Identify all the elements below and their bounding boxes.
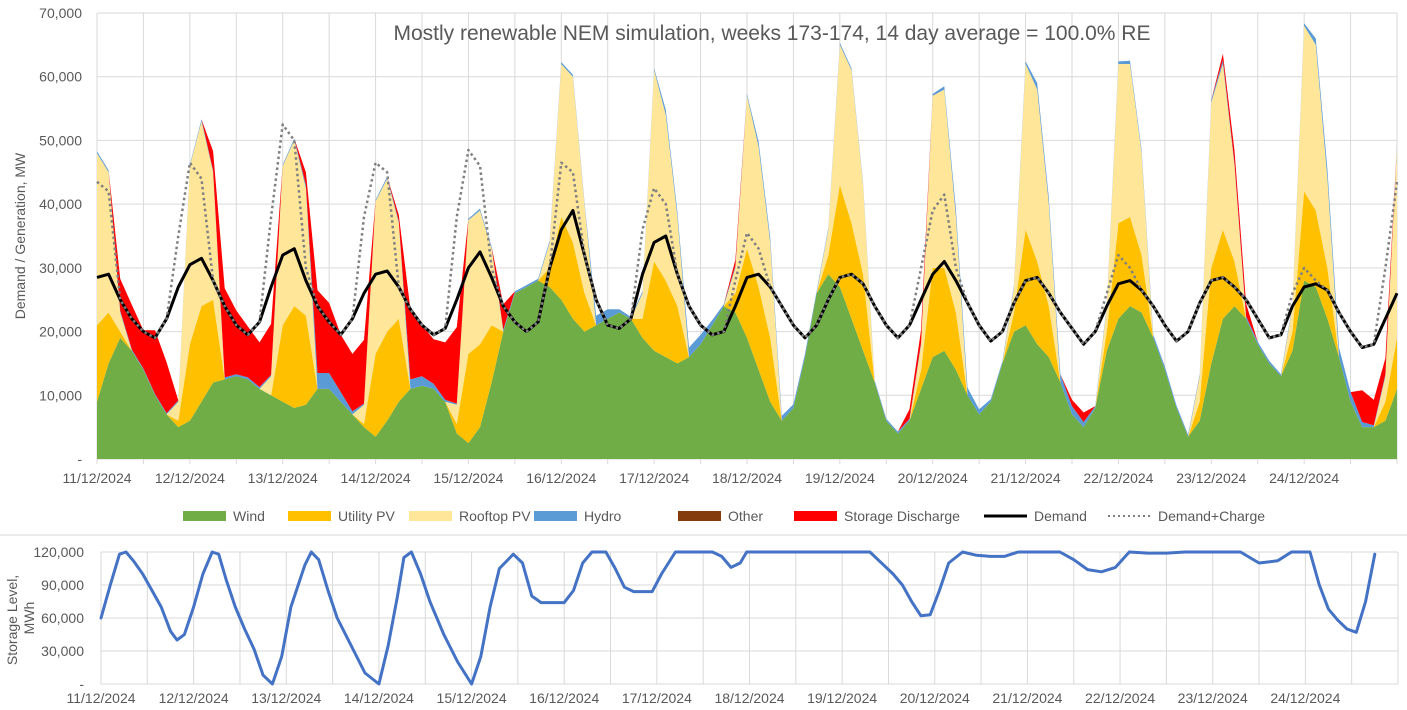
legend-label: Wind	[233, 508, 265, 524]
legend-item-storage-discharge: Storage Discharge	[794, 508, 960, 524]
bottom-chart-lines	[99, 550, 1377, 686]
bottom-x-tick-label: 13/12/2024	[251, 690, 321, 706]
legend-label: Utility PV	[338, 508, 395, 524]
bottom-chart-x-ticks: 11/12/2024 12/12/2024 13/12/2024 14/12/2024…	[66, 690, 1340, 706]
bottom-x-tick-label: 18/12/2024	[714, 690, 784, 706]
top-y-tick-label: 40,000	[39, 196, 82, 212]
legend-swatch-hydro	[534, 511, 577, 521]
bottom-y-tick-label: 90,000	[41, 577, 84, 593]
top-x-tick-label: 15/12/2024	[433, 470, 503, 486]
bottom-x-tick-label: 17/12/2024	[622, 690, 692, 706]
top-x-tick-label: 16/12/2024	[526, 470, 596, 486]
top-x-tick-label: 19/12/2024	[805, 470, 875, 486]
legend-item-hydro: Hydro	[534, 508, 622, 524]
bottom-x-tick-label: 15/12/2024	[437, 690, 507, 706]
bottom-chart-gridlines	[100, 551, 1399, 685]
area-utility-pv	[97, 185, 1397, 444]
chart-title: Mostly renewable NEM simulation, weeks 1…	[394, 22, 1151, 45]
top-x-tick-label: 11/12/2024	[62, 470, 131, 486]
legend-swatch-storage-discharge	[794, 511, 837, 521]
line-demand-charge	[96, 123, 1399, 349]
bottom-y-tick-label: 120,000	[33, 544, 84, 560]
legend-label: Demand+Charge	[1158, 508, 1265, 524]
top-y-tick-label: -	[77, 451, 82, 467]
area-rooftop-pv	[97, 25, 1397, 437]
top-chart-y-ticks: - 10,000 20,000 30,000 40,000 50,000 60,000 70,…	[39, 5, 82, 467]
bottom-x-tick-label: 19/12/2024	[807, 690, 877, 706]
legend-swatch-wind	[183, 511, 226, 521]
bottom-x-tick-label: 16/12/2024	[529, 690, 599, 706]
top-x-tick-label: 24/12/2024	[1269, 470, 1339, 486]
top-y-tick-label: 50,000	[39, 132, 82, 148]
top-x-tick-label: 22/12/2024	[1083, 470, 1153, 486]
legend-label: Other	[728, 508, 763, 524]
top-chart-stacked-areas	[97, 23, 1397, 459]
bottom-x-tick-label: 12/12/2024	[159, 690, 229, 706]
legend-label: Hydro	[584, 508, 622, 524]
top-x-tick-label: 17/12/2024	[619, 470, 689, 486]
top-x-tick-label: 13/12/2024	[248, 470, 318, 486]
top-y-tick-label: 20,000	[39, 324, 82, 340]
top-y-tick-label: 10,000	[39, 387, 82, 403]
top-chart-y-axis-title: Demand / Generation, MW	[12, 152, 28, 319]
bottom-x-tick-label: 21/12/2024	[992, 690, 1062, 706]
bottom-x-tick-label: 14/12/2024	[344, 690, 414, 706]
area-wind	[97, 274, 1397, 459]
bottom-x-tick-label: 22/12/2024	[1085, 690, 1155, 706]
top-chart-x-ticks: 11/12/2024 12/12/2024 13/12/2024 14/12/2024…	[62, 459, 1398, 486]
top-y-tick-label: 30,000	[39, 260, 82, 276]
bottom-chart-y-axis-title: Storage Level, MWh	[4, 571, 37, 665]
bottom-x-tick-label: 11/12/2024	[66, 690, 135, 706]
legend-item-other: Other	[678, 508, 763, 524]
legend-label: Demand	[1034, 508, 1087, 524]
top-y-tick-label: 70,000	[39, 5, 82, 21]
legend-item-demand: Demand	[984, 508, 1087, 524]
top-chart-lines	[96, 123, 1399, 349]
legend-swatch-rooftop-pv	[409, 511, 452, 521]
bottom-x-tick-label: 24/12/2024	[1270, 690, 1340, 706]
legend-swatch-other	[678, 511, 721, 521]
legend-item-wind: Wind	[183, 508, 265, 524]
top-x-tick-label: 12/12/2024	[155, 470, 225, 486]
legend-label: Rooftop PV	[459, 508, 531, 524]
line-storage-level	[99, 550, 1377, 686]
legend-label: Storage Discharge	[844, 508, 960, 524]
legend: Wind Utility PV Rooftop PV Hydro Other Storag…	[183, 508, 1265, 524]
bottom-y-tick-label: -	[79, 676, 84, 692]
legend-item-utility-pv: Utility PV	[288, 508, 395, 524]
bottom-x-tick-label: 23/12/2024	[1178, 690, 1248, 706]
bottom-y-tick-label: 30,000	[41, 643, 84, 659]
top-x-tick-label: 23/12/2024	[1176, 470, 1246, 486]
legend-swatch-utility-pv	[288, 511, 331, 521]
legend-item-rooftop-pv: Rooftop PV	[409, 508, 531, 524]
top-x-tick-label: 14/12/2024	[341, 470, 411, 486]
top-x-tick-label: 20/12/2024	[898, 470, 968, 486]
top-x-tick-label: 21/12/2024	[991, 470, 1061, 486]
bottom-chart-y-ticks: - 30,000 60,000 90,000 120,000	[33, 544, 84, 692]
bottom-x-tick-label: 20/12/2024	[900, 690, 970, 706]
legend-item-demand-charge: Demand+Charge	[1108, 508, 1265, 524]
top-x-tick-label: 18/12/2024	[712, 470, 782, 486]
area-storage-discharge	[97, 23, 1397, 435]
top-y-tick-label: 60,000	[39, 69, 82, 85]
bottom-y-tick-label: 60,000	[41, 610, 84, 626]
